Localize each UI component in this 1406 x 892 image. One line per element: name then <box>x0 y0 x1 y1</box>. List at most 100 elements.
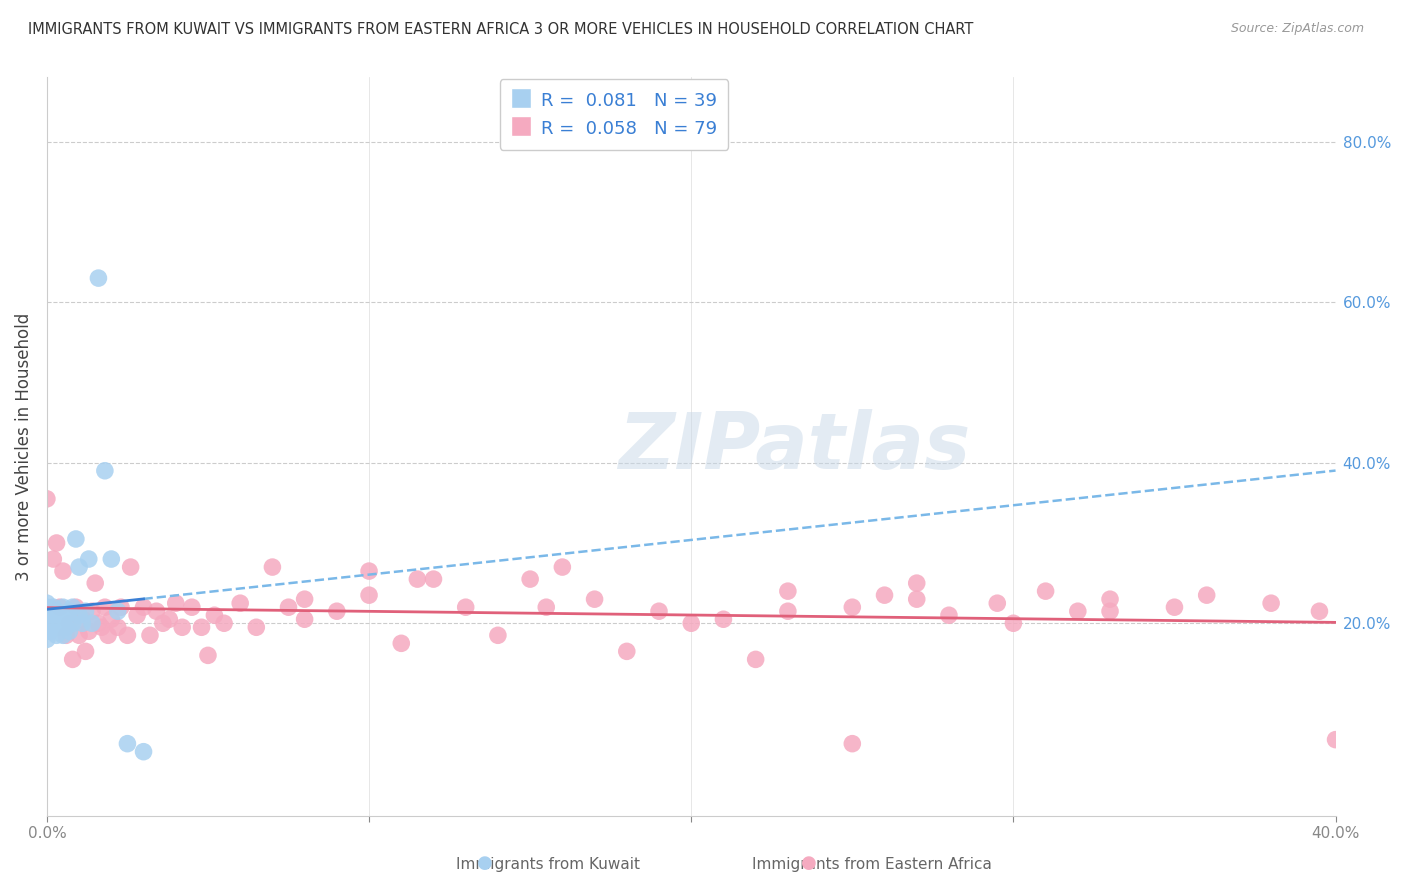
Point <box>67 608 90 623</box>
Point <box>204 608 226 623</box>
Point <box>648 604 671 618</box>
Point <box>776 604 799 618</box>
Point <box>294 612 316 626</box>
Point <box>75 644 97 658</box>
Point <box>72 612 94 626</box>
Point <box>100 612 122 626</box>
Point <box>35 491 58 506</box>
Point <box>145 604 167 618</box>
Point <box>62 616 84 631</box>
Point <box>1324 732 1347 747</box>
Point <box>100 552 122 566</box>
Point <box>49 608 72 623</box>
Point <box>35 632 58 647</box>
Point <box>132 745 155 759</box>
Point <box>713 612 735 626</box>
Point <box>39 624 62 639</box>
Point <box>35 604 58 618</box>
Text: Source: ZipAtlas.com: Source: ZipAtlas.com <box>1230 22 1364 36</box>
Point <box>110 600 132 615</box>
Point <box>35 596 58 610</box>
Point <box>389 636 412 650</box>
Point <box>180 600 202 615</box>
Point <box>62 652 84 666</box>
Point <box>45 616 67 631</box>
Point <box>107 604 129 618</box>
Point <box>1035 584 1057 599</box>
Point <box>157 612 180 626</box>
Point <box>422 572 444 586</box>
Point <box>39 604 62 618</box>
Point <box>357 564 380 578</box>
Point <box>45 604 67 618</box>
Point <box>117 628 139 642</box>
Point <box>35 620 58 634</box>
Point <box>744 652 766 666</box>
Point <box>55 620 77 634</box>
Point <box>35 600 58 615</box>
Y-axis label: 3 or more Vehicles in Household: 3 or more Vehicles in Household <box>15 312 32 581</box>
Point <box>62 600 84 615</box>
Point <box>45 536 67 550</box>
Point <box>583 592 606 607</box>
Point <box>212 616 235 631</box>
Point <box>58 624 80 639</box>
Point <box>49 600 72 615</box>
Point <box>80 604 103 618</box>
Point <box>190 620 212 634</box>
Point <box>80 616 103 631</box>
Point <box>52 628 75 642</box>
Point <box>87 616 110 631</box>
Point <box>1067 604 1090 618</box>
Point <box>1002 616 1025 631</box>
Point <box>905 592 928 607</box>
Point <box>229 596 252 610</box>
Point <box>326 604 349 618</box>
Text: IMMIGRANTS FROM KUWAIT VS IMMIGRANTS FROM EASTERN AFRICA 3 OR MORE VEHICLES IN H: IMMIGRANTS FROM KUWAIT VS IMMIGRANTS FRO… <box>28 22 973 37</box>
Point <box>58 604 80 618</box>
Point <box>486 628 509 642</box>
Point <box>49 620 72 634</box>
Point <box>90 620 112 634</box>
Point <box>519 572 541 586</box>
Point <box>776 584 799 599</box>
Point <box>905 576 928 591</box>
Point <box>42 608 65 623</box>
Point <box>681 616 703 631</box>
Point <box>39 612 62 626</box>
Point <box>1099 592 1122 607</box>
Point <box>55 608 77 623</box>
Point <box>77 552 100 566</box>
Point <box>841 737 863 751</box>
Point <box>172 620 194 634</box>
Point <box>58 616 80 631</box>
Point <box>1260 596 1282 610</box>
Point <box>52 564 75 578</box>
Point <box>87 271 110 285</box>
Point <box>245 620 267 634</box>
Point <box>42 600 65 615</box>
Point <box>132 600 155 615</box>
Point <box>45 628 67 642</box>
Point <box>841 600 863 615</box>
Text: ZIPatlas: ZIPatlas <box>619 409 970 484</box>
Point <box>84 576 107 591</box>
Point <box>65 532 87 546</box>
Point <box>986 596 1008 610</box>
Text: ●: ● <box>477 855 494 872</box>
Point <box>1195 588 1218 602</box>
Point <box>294 592 316 607</box>
Point <box>52 600 75 615</box>
Point <box>35 608 58 623</box>
Point <box>75 604 97 618</box>
Point <box>1099 604 1122 618</box>
Point <box>551 560 574 574</box>
Point <box>94 600 117 615</box>
Point <box>165 596 187 610</box>
Point <box>536 600 558 615</box>
Point <box>277 600 299 615</box>
Point <box>938 608 960 623</box>
Point <box>42 620 65 634</box>
Point <box>77 624 100 639</box>
Point <box>55 628 77 642</box>
